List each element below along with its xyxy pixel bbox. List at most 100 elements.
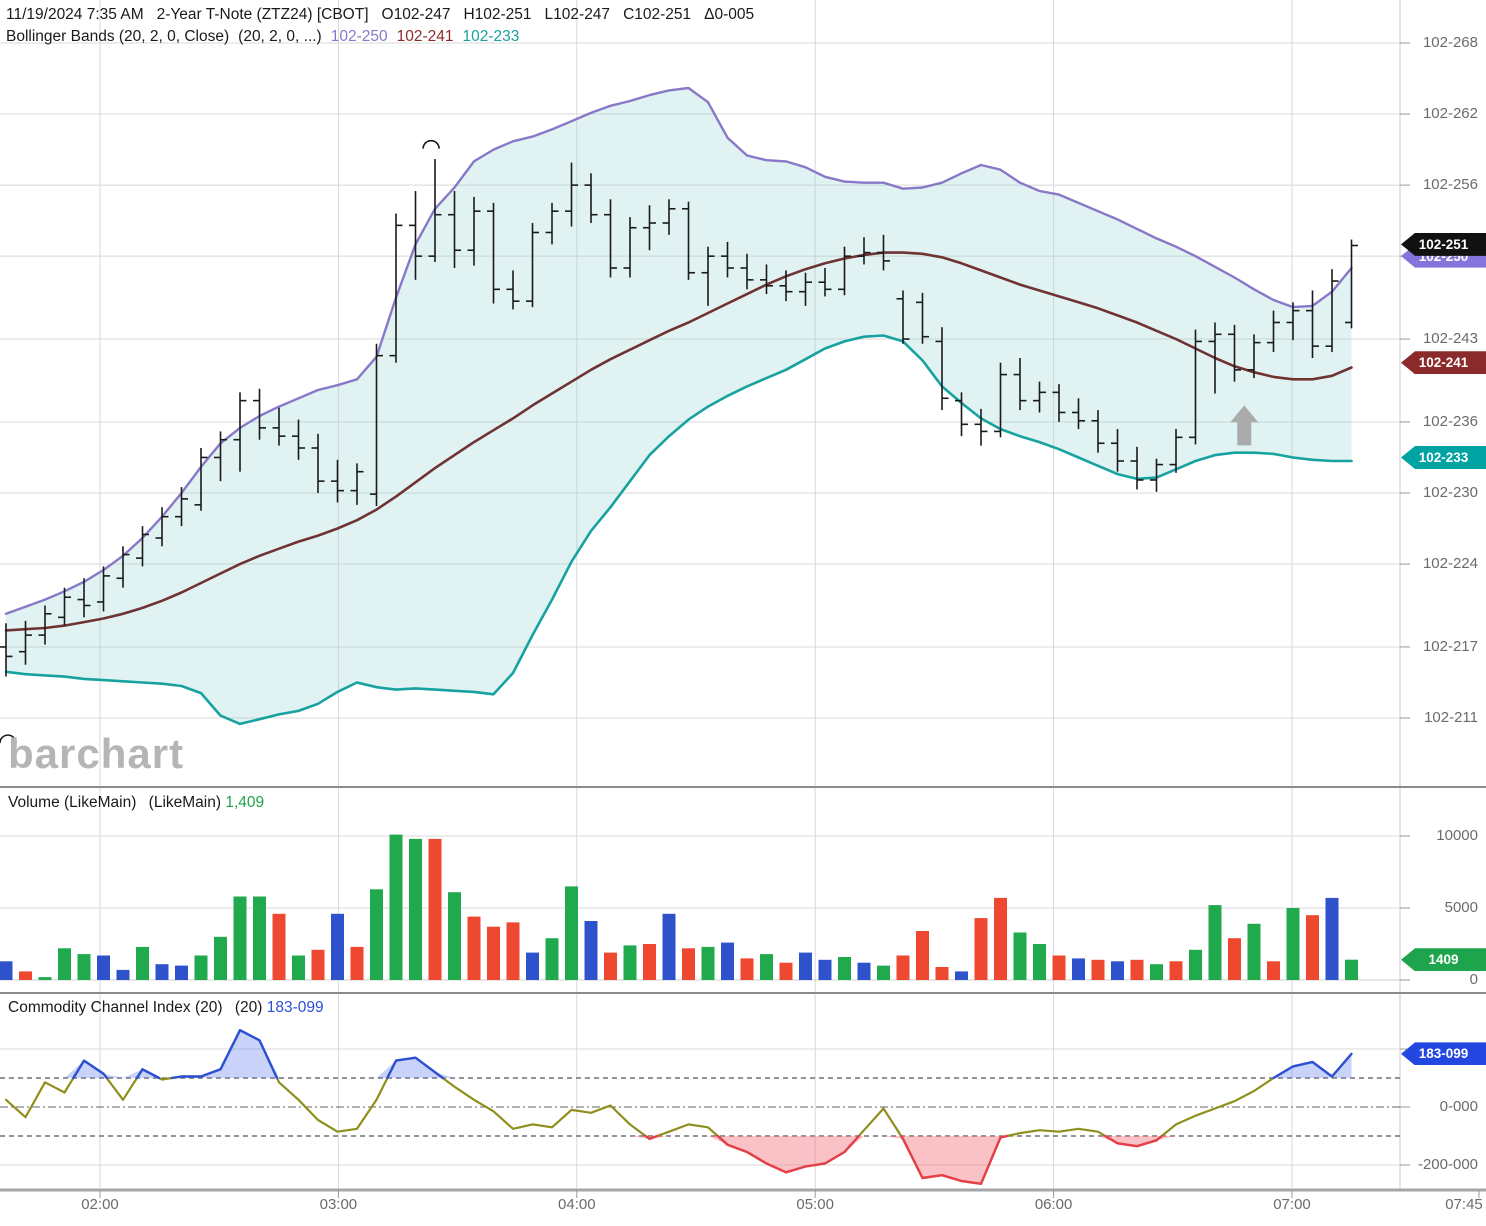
cci-line-oversold	[644, 1134, 659, 1141]
volume-bar	[155, 964, 169, 980]
ohlc-bar	[0, 623, 13, 677]
volume-bar	[896, 955, 910, 980]
volume-bar	[389, 834, 403, 980]
gridlines	[0, 0, 1401, 1190]
ohlc-bar	[194, 448, 208, 511]
ohlc-bar	[779, 270, 793, 302]
ohlc-bar	[409, 191, 422, 280]
ohlc-bar	[448, 191, 461, 268]
cci-line-overbought	[386, 1056, 444, 1080]
ohlc-bar	[1189, 329, 1202, 445]
ohlc-bar	[682, 201, 695, 280]
volume-bar	[1013, 932, 1027, 980]
volume-bar	[662, 913, 676, 980]
volume-bar	[370, 889, 383, 980]
volume-axis-label: 5000	[1444, 899, 1478, 916]
volume-axis-badge: 1409	[1401, 948, 1486, 972]
volume-bar	[877, 965, 890, 980]
ohlc-bar	[955, 392, 968, 437]
ohlc-bar	[1072, 398, 1085, 430]
ohlc-bar	[233, 392, 247, 472]
ohlc-bar	[370, 343, 383, 507]
volume-bar	[409, 838, 422, 980]
ohlc-bar	[19, 620, 32, 665]
bollinger-upper-line	[4, 86, 1353, 615]
volume-bar	[740, 958, 754, 980]
volume-bar	[994, 897, 1007, 980]
time-axis-label: 07:00	[1273, 1196, 1311, 1213]
ohlc-bar	[1033, 381, 1046, 413]
volume-bar	[487, 926, 500, 980]
volume-bar	[58, 948, 71, 980]
bb-upper-value: 102-250	[330, 28, 388, 45]
cci-axis-label: 0-000	[1439, 1098, 1478, 1115]
volume-bar	[565, 886, 578, 980]
time-axis-label: 07:45	[1445, 1196, 1483, 1213]
ohlc-bar	[877, 234, 890, 271]
cci-current-value: 183-099	[266, 999, 324, 1016]
volume-bar	[116, 969, 130, 980]
volume-panel-title: Volume (LikeMain) (LikeMain) 1,409	[8, 794, 264, 812]
ohlc-bar	[721, 241, 734, 278]
volume-bar	[19, 971, 32, 980]
ohlc-bar	[760, 264, 773, 295]
time-axis-label: 05:00	[796, 1196, 834, 1213]
price-axis-badge: 102-251	[1401, 232, 1486, 256]
volume-bar	[292, 955, 305, 980]
quote-change: Δ0-005	[704, 6, 755, 23]
price-axis-label: 102-256	[1422, 176, 1478, 194]
ohlc-bar	[77, 578, 91, 618]
ohlc-bar	[292, 419, 305, 460]
indicator-name: Bollinger Bands (20, 2, 0, Close)	[6, 28, 230, 45]
ohlc-bar	[584, 173, 598, 223]
ohlc-bar	[799, 272, 812, 306]
arc-marker	[422, 139, 440, 149]
volume-bar	[77, 954, 91, 980]
quote-line: 11/19/2024 7:35 AM 2-Year T-Note (ZTZ24)…	[6, 4, 754, 26]
cci-axis-label: -200-000	[1417, 1156, 1478, 1173]
price-axis-label: 102-268	[1422, 34, 1478, 51]
quote-open: O102-247	[381, 6, 451, 23]
ohlc-bar	[896, 290, 910, 344]
price-axis-label: 102-262	[1422, 105, 1478, 123]
ohlc-bar	[994, 362, 1007, 438]
ohlc-bar	[701, 246, 715, 306]
cci-overbought-fill	[6, 1030, 1352, 1078]
ohlc-bar	[818, 268, 832, 297]
bb-lower-value: 102-233	[462, 28, 520, 45]
ohlc-bar	[1306, 290, 1319, 358]
cci-axis-badge: 183-099	[1401, 1042, 1486, 1066]
price-panel	[0, 86, 1358, 744]
ohlc-bar	[545, 202, 559, 245]
price-axis-label: 102-236	[1422, 412, 1478, 430]
cci-panel	[4, 1028, 1353, 1186]
volume-bar	[1130, 959, 1144, 980]
ohlc-bar	[311, 433, 325, 493]
ohlc-bar	[467, 196, 481, 266]
volume-bar	[1325, 897, 1339, 980]
volume-bar	[0, 961, 13, 980]
ohlc-bar	[136, 526, 149, 567]
volume-bar	[1306, 915, 1319, 980]
ohlc-bar	[916, 292, 929, 344]
price-axis-label: 102-230	[1422, 484, 1478, 501]
cci-line-oversold	[899, 1134, 1009, 1186]
volume-bar	[545, 938, 559, 980]
volume-bar	[1091, 959, 1105, 980]
volume-bar	[272, 913, 286, 980]
cci-line-oversold	[716, 1134, 860, 1174]
ohlc-bar	[857, 237, 871, 265]
volume-bar	[428, 838, 442, 980]
volume-indicator-name: Volume (LikeMain)	[8, 794, 137, 811]
cci-indicator-name: Commodity Channel Index (20)	[8, 999, 223, 1016]
ohlc-bar	[272, 407, 286, 446]
volume-bar	[799, 952, 812, 980]
volume-bar	[448, 892, 461, 980]
ohlc-bar	[1267, 310, 1280, 353]
bollinger-lower-line	[4, 334, 1353, 726]
ohlc-bar	[97, 566, 110, 612]
ohlc-bar	[1052, 384, 1066, 422]
cci-line-overbought	[1272, 1052, 1353, 1080]
volume-bar	[38, 977, 52, 980]
